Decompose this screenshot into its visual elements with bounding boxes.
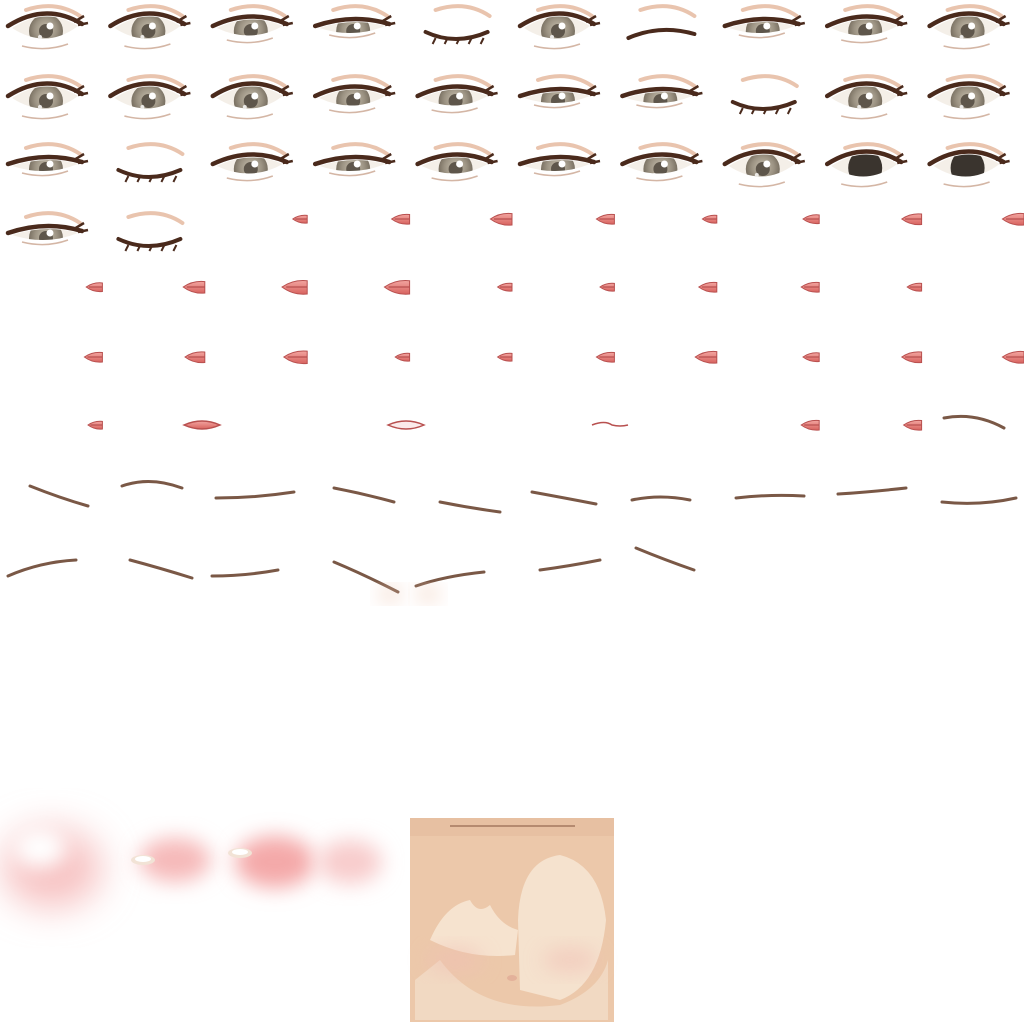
mouth-sprite [900,213,923,226]
skin-swatch [410,818,614,1022]
eye-sprite [5,4,89,50]
blush-sprites [2,828,382,908]
eye-sprite [108,74,191,120]
mouth-sprite [87,420,103,430]
brow-sprite [332,486,396,504]
mouth-sprite [281,279,308,295]
brow-sprite [210,568,280,578]
mouth-sprite [383,279,411,295]
brow-sprite [438,500,502,514]
brow-sprite [120,480,184,490]
blush-sprite [2,828,102,908]
mouth-sprite [697,281,718,293]
mouth-sprite [83,351,103,363]
brow-sprite [380,588,438,600]
eye-sprite [5,211,89,246]
mouth-sprite [182,280,206,294]
mouth-sprite [184,351,206,364]
mouth-sprite [595,213,615,225]
brow-sprite [734,493,806,500]
brow-sprite [28,484,90,508]
eye-sprite [620,142,703,182]
mouth-sprite [291,214,308,224]
brow-sprite [836,486,908,496]
brow-sprite [6,558,78,578]
mouth-sprite [496,282,513,292]
eye-sprite [415,142,498,182]
mouth-sprites [83,212,1024,431]
mouth-sprite [802,214,820,225]
eye-sprites [5,4,1010,252]
blush-sprite [228,836,315,888]
brow-sprite [940,496,1018,505]
eye-sprite [626,4,697,40]
brow-sprite [414,570,486,588]
mouth-sprite [595,351,615,363]
eye-sprite [116,142,185,183]
mouth-sprite [394,352,411,362]
mouth-sprite [800,419,820,431]
eye-sprite [824,142,908,188]
mouth-sprite [701,214,718,224]
brow-sprite [530,490,598,506]
brow-sprite [942,414,1006,430]
mouth-sprite [1001,212,1024,226]
eye-sprite [415,74,498,114]
eye-sprite [116,211,185,252]
mouth-sprite [694,350,718,364]
eye-sprite [312,142,396,177]
brow-sprite [214,490,296,500]
mouth-sprite [390,213,411,225]
eye-sprite [722,142,806,188]
mouth-sprite [800,281,820,293]
mouth-sprite [900,351,923,364]
eye-sprite [210,74,294,120]
brow-sprite [538,558,602,572]
eye-sprite [210,142,294,182]
eye-sprite [927,4,1010,50]
mouth-sprite [85,282,103,293]
eye-sprite [517,74,601,109]
blush-sprite [131,838,211,882]
brow-sprite [634,546,696,572]
mouth-sprite [591,421,629,427]
eye-sprite [730,74,799,115]
mouth-sprite [489,212,513,226]
mouth-sprite [282,350,308,365]
eye-sprite [517,142,601,177]
mouth-sprite [802,352,820,363]
eye-sprite [927,142,1010,188]
eye-sprite [824,4,908,44]
eye-sprite [312,4,396,39]
eye-sprite [423,4,492,45]
mouth-sprite [902,419,923,431]
brow-sprite [332,560,400,594]
eye-sprite [5,142,89,177]
eye-sprite [620,74,703,109]
mouth-sprite [599,282,615,292]
mouth-sprite [182,420,222,430]
mouth-sprite [386,420,426,430]
mouth-sprite [496,352,513,362]
mouth-sprite [906,282,923,292]
mouth-sprite [1001,350,1024,364]
eye-sprite [722,4,806,39]
eye-sprite [517,4,601,50]
brow-sprite [128,558,194,580]
brow-sprites [6,414,1018,600]
eye-sprite [210,4,294,44]
eye-sprite [824,74,908,120]
eye-sprite [927,74,1010,120]
eye-sprite [312,74,396,114]
brow-sprite [630,495,692,502]
blush-sprite [318,840,382,884]
eye-sprite [108,4,191,50]
eye-sprite [5,74,89,120]
